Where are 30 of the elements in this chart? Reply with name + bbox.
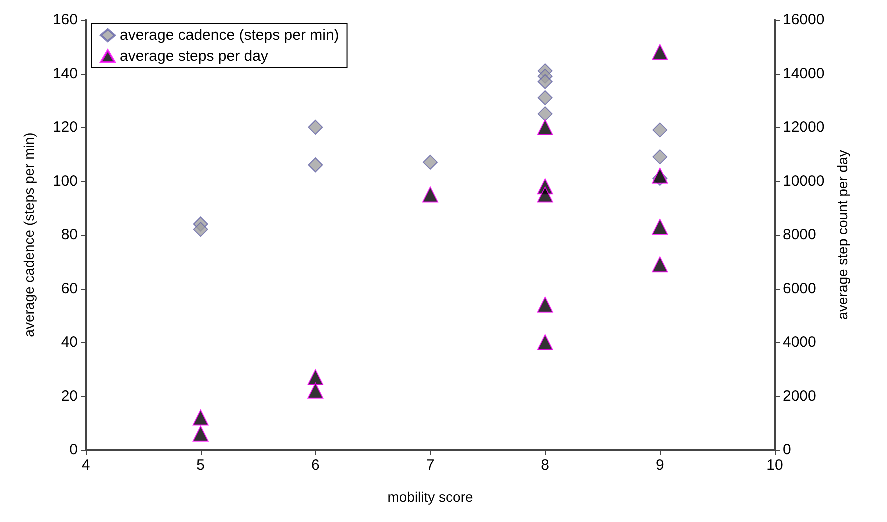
y-tick-label: 80 xyxy=(61,226,78,244)
x-axis-title: mobility score xyxy=(388,489,474,505)
y-tick-label: 160 xyxy=(52,12,78,28)
y2-tick-label: 10000 xyxy=(783,172,825,190)
y2-tick-label: 2000 xyxy=(783,388,816,405)
y2-tick-label: 6000 xyxy=(783,280,816,298)
y2-tick-label: 16000 xyxy=(783,12,825,28)
y-tick-label: 100 xyxy=(52,172,78,190)
y2-tick-label: 14000 xyxy=(783,65,825,82)
x-tick-label: 9 xyxy=(656,457,664,474)
y2-axis-title: average step count per day xyxy=(834,150,851,320)
x-tick-label: 4 xyxy=(82,457,90,474)
y-tick-label: 20 xyxy=(61,388,78,405)
y-tick-label: 120 xyxy=(52,119,78,136)
y-tick-label: 0 xyxy=(70,442,78,458)
y-axis-title: average cadence (steps per min) xyxy=(21,132,37,338)
x-tick-label: 7 xyxy=(426,457,435,474)
legend-label: average cadence (steps per min) xyxy=(120,27,340,44)
y-tick-label: 140 xyxy=(52,65,78,82)
x-tick-label: 10 xyxy=(766,457,784,474)
x-tick-label: 5 xyxy=(196,457,206,474)
y2-tick-label: 4000 xyxy=(783,334,816,351)
y2-tick-label: 0 xyxy=(783,442,792,458)
y2-tick-label: 8000 xyxy=(783,226,816,244)
x-tick-label: 8 xyxy=(541,457,550,474)
y-tick-label: 40 xyxy=(61,334,78,351)
x-tick-label: 6 xyxy=(311,457,320,474)
y-tick-label: 60 xyxy=(61,280,78,298)
y2-tick-label: 12000 xyxy=(783,119,825,136)
legend-label: average steps per day xyxy=(120,48,269,65)
